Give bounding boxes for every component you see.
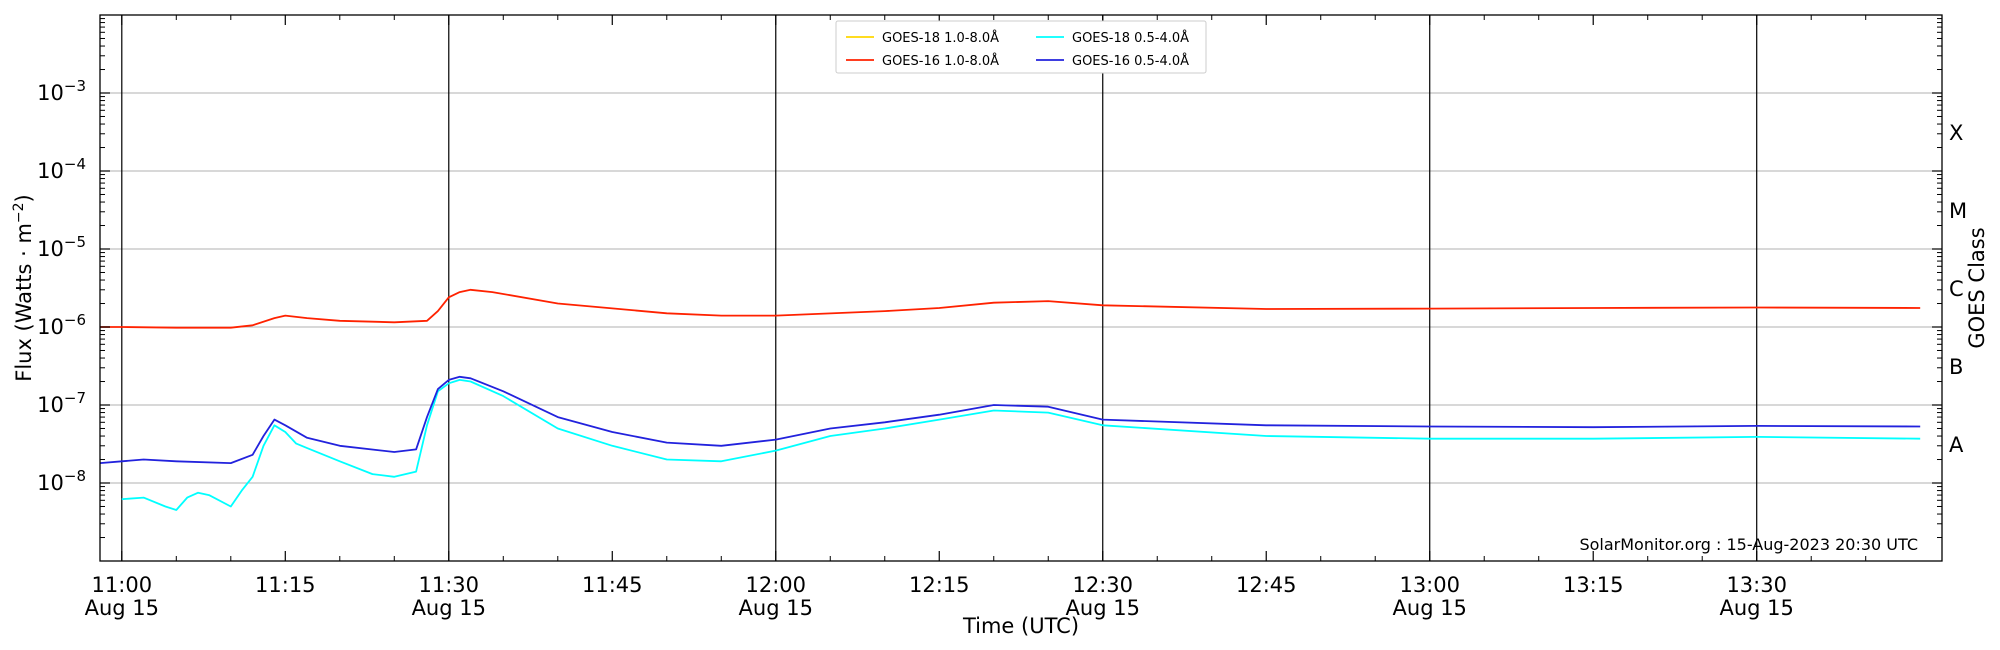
goes-class-label: M <box>1949 199 1967 223</box>
goes-class-label: B <box>1949 355 1963 379</box>
goes-class-label: X <box>1949 121 1963 145</box>
goes-class-label: A <box>1949 433 1964 457</box>
x-tick-time-label: 13:00 <box>1399 573 1460 597</box>
y-axis-right-title: GOES Class <box>1965 227 1989 348</box>
x-tick-date-label: Aug 15 <box>739 596 813 620</box>
y-tick-label: 10−7 <box>37 389 86 417</box>
series-line-goes-16-1-0-8-0- <box>100 288 1921 329</box>
x-tick-date-label: Aug 15 <box>1066 596 1140 620</box>
y-tick-label: 10−3 <box>37 77 86 105</box>
legend-label: GOES-18 0.5-4.0Å <box>1072 30 1189 46</box>
x-tick-date-label: Aug 15 <box>1393 596 1467 620</box>
credit-label: SolarMonitor.org : 15-Aug-2023 20:30 UTC <box>1579 535 1918 554</box>
x-tick-date-label: Aug 15 <box>412 596 486 620</box>
x-tick-time-label: 11:00 <box>92 573 153 597</box>
x-tick-time-label: 11:30 <box>419 573 480 597</box>
x-tick-time-label: 11:45 <box>582 573 643 597</box>
plot-frame <box>99 14 1943 562</box>
grid-lines <box>100 92 1942 484</box>
x-tick-time-label: 11:15 <box>255 573 316 597</box>
x-tick-time-label: 13:15 <box>1563 573 1624 597</box>
series-lines <box>99 288 1921 511</box>
series-line-goes-16-0-5-4-0- <box>99 375 1921 465</box>
legend-label: GOES-16 0.5-4.0Å <box>1072 53 1189 69</box>
legend: GOES-18 1.0-8.0Å GOES-18 0.5-4.0Å GOES-16 … <box>835 20 1207 74</box>
legend-label: GOES-16 1.0-8.0Å <box>882 53 999 69</box>
legend-label: GOES-18 1.0-8.0Å <box>882 30 999 46</box>
y-axis-title: Flux (Watts · m−2) <box>11 194 36 382</box>
x-tick-date-label: Aug 15 <box>1720 596 1794 620</box>
y-tick-label: 10−5 <box>37 233 86 261</box>
series-line-goes-18-0-5-4-0- <box>121 378 1921 511</box>
axis-ticks <box>100 15 1942 561</box>
y-tick-label: 10−8 <box>37 467 86 495</box>
y-tick-label: 10−4 <box>37 155 86 183</box>
x-tick-date-label: Aug 15 <box>85 596 159 620</box>
x-tick-time-label: 12:15 <box>909 573 970 597</box>
y-tick-label: 10−6 <box>37 311 86 339</box>
x-tick-time-label: 12:00 <box>745 573 806 597</box>
goes-class-label: C <box>1949 277 1964 301</box>
legend-box <box>835 20 1207 74</box>
x-tick-time-label: 12:30 <box>1072 573 1133 597</box>
x-tick-time-label: 13:30 <box>1726 573 1787 597</box>
x-axis-title: Time (UTC) <box>962 614 1079 638</box>
x-tick-time-label: 12:45 <box>1236 573 1297 597</box>
day-marker-lines <box>121 15 1758 561</box>
